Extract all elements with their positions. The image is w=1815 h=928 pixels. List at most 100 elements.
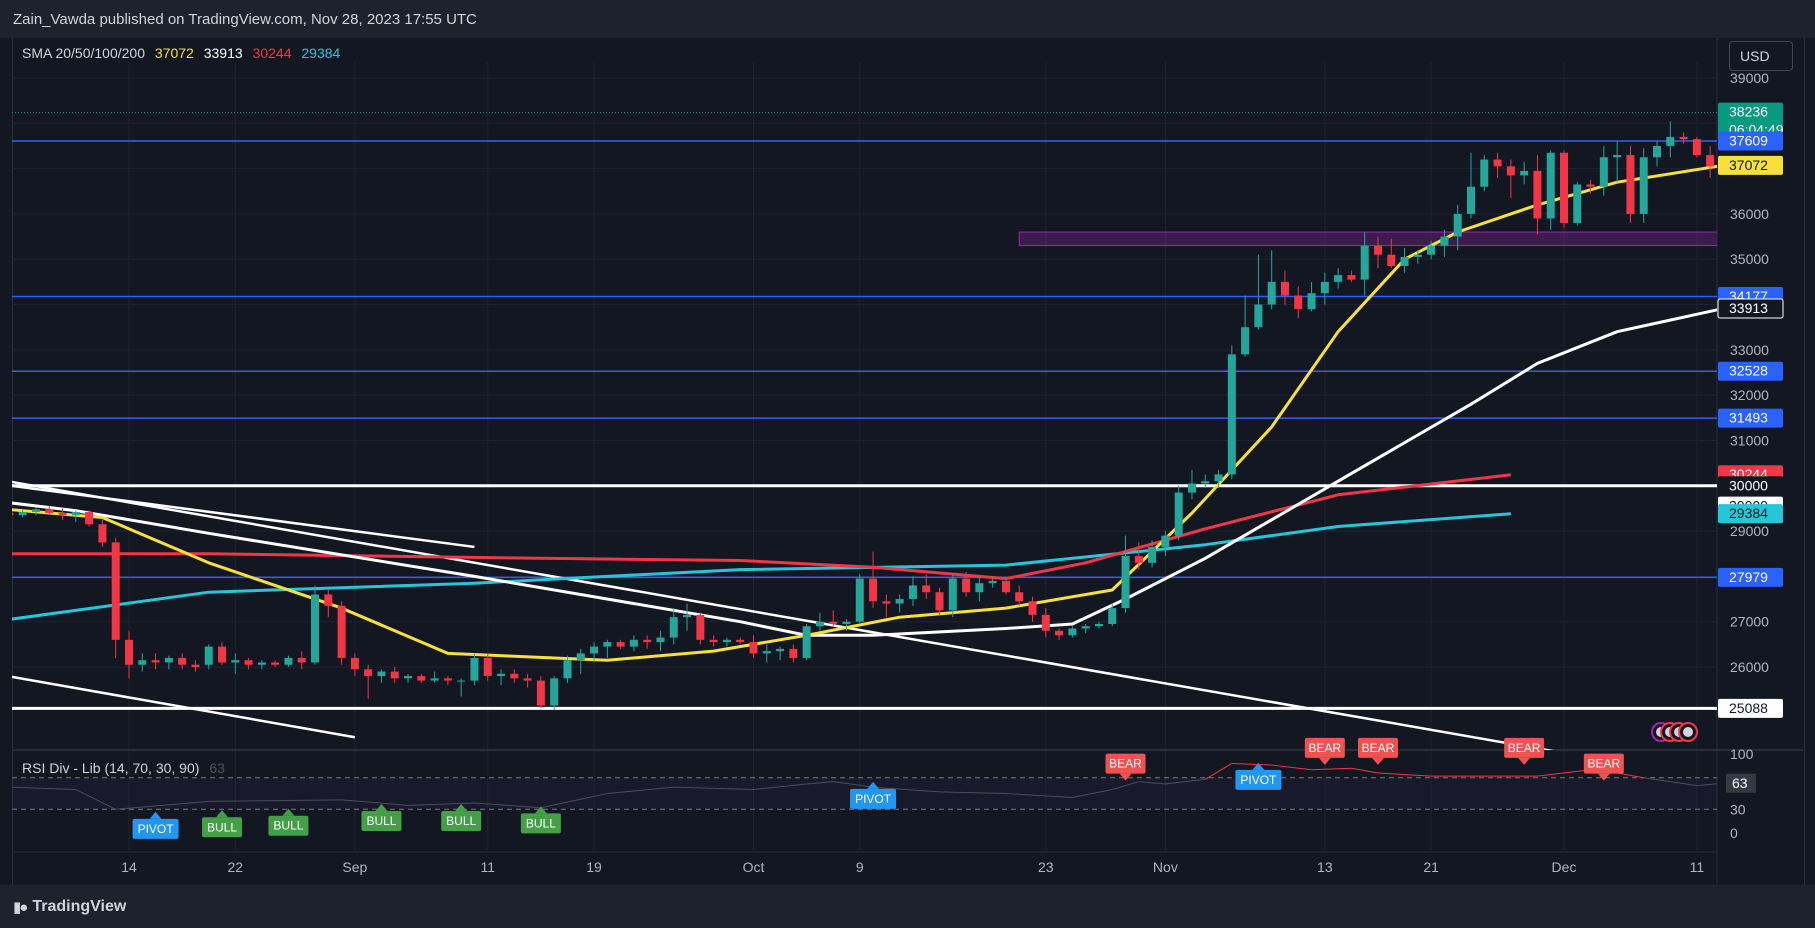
- candle-body: [311, 594, 320, 663]
- candle-body: [590, 646, 599, 654]
- time-tick-label: 22: [228, 859, 244, 875]
- candle-body: [1028, 601, 1037, 615]
- candle-body: [709, 639, 718, 643]
- price-tag-27979: [1718, 567, 1783, 587]
- rsi-legend[interactable]: RSI Div - Lib (14, 70, 30, 90) 63: [22, 760, 225, 776]
- rsi-tick-label: 30: [1730, 801, 1746, 817]
- signal-label-bear: [1583, 753, 1624, 774]
- signal-label-pivot: [1235, 769, 1282, 790]
- candle-body: [1015, 592, 1024, 602]
- candle-body: [935, 592, 944, 611]
- rsi-line-segment: [1005, 793, 1073, 798]
- candle-body: [151, 660, 160, 663]
- candle-body: [1267, 281, 1276, 305]
- candle-body: [669, 617, 678, 638]
- price-axis: 2600027000280002900030000310003200033000…: [1717, 70, 1784, 841]
- rsi-line-segment: [1696, 783, 1717, 787]
- candle-body: [922, 585, 931, 593]
- candle-body: [1148, 546, 1157, 563]
- rsi-line-segment: [1165, 778, 1206, 785]
- sma-legend[interactable]: SMA 20/50/100/200 37072 33913 30244 2938…: [22, 45, 346, 61]
- grid-lines: [12, 62, 1717, 850]
- rsi-current-tag: [1726, 773, 1756, 793]
- candle-body: [536, 680, 545, 706]
- candle-body: [271, 662, 280, 665]
- candle-body: [829, 621, 838, 624]
- trendline-2: [12, 484, 475, 549]
- price-tick-label: 32000: [1730, 387, 1769, 403]
- currency-button[interactable]: USD: [1729, 41, 1793, 71]
- price-tag-label: 30000: [1729, 477, 1768, 493]
- candle-body: [45, 509, 54, 513]
- signal-label-pivot: [132, 818, 179, 839]
- candle-body: [430, 678, 439, 681]
- signal-label-text: BEAR: [1308, 741, 1341, 755]
- price-tick-label: 31000: [1730, 432, 1769, 448]
- candle-body: [1599, 157, 1608, 187]
- candle-body: [1506, 166, 1515, 176]
- candle-body: [855, 578, 864, 622]
- candle-body: [483, 657, 492, 677]
- candle-body: [98, 524, 107, 543]
- candle-body: [1254, 304, 1263, 328]
- candle-body: [576, 653, 585, 661]
- rsi-line-segment: [939, 791, 1006, 794]
- price-tag-label: 29384: [1729, 505, 1768, 521]
- candle-body: [603, 642, 612, 647]
- price-tag-label: 37072: [1729, 157, 1768, 173]
- price-tag-label: 38236: [1729, 104, 1768, 120]
- candle-body: [377, 671, 386, 677]
- signal-label-bear: [1504, 737, 1545, 758]
- price-tick-label: 27000: [1730, 614, 1769, 630]
- candle-body: [71, 512, 80, 516]
- time-tick-label: 21: [1423, 859, 1439, 875]
- rsi-line-segment: [208, 799, 342, 802]
- rsi-line-segment: [1617, 772, 1644, 779]
- candle-body: [12, 512, 14, 516]
- rsi-line-segment: [75, 789, 116, 810]
- candle-body: [1201, 481, 1210, 484]
- sma20-value: 37072: [154, 45, 194, 61]
- price-tag-31493: [1718, 408, 1783, 428]
- price-tag-37609: [1718, 131, 1783, 151]
- candle-body: [1174, 492, 1183, 536]
- rsi-line-segment: [1138, 781, 1166, 785]
- candle-body: [802, 626, 811, 658]
- signal-label-bear: [1105, 753, 1146, 774]
- tradingview-logo[interactable]: ▮● TradingView: [13, 898, 126, 916]
- candle-body: [470, 657, 479, 681]
- time-axis: 14 22 Sep 11 19 Oct 9 23 Nov 13 21 Dec 11: [121, 859, 1704, 875]
- signal-label-bull: [268, 815, 309, 836]
- candle-body: [1001, 580, 1010, 593]
- rsi-line-segment: [1377, 772, 1432, 777]
- candle-body: [1413, 254, 1422, 257]
- rsi-legend-value: 63: [209, 760, 225, 776]
- signal-label-text: BULL: [273, 819, 303, 833]
- rsi-tick-label: 0: [1730, 825, 1738, 841]
- signal-label-text: BULL: [207, 820, 237, 834]
- price-tag-label: 33913: [1729, 300, 1768, 316]
- price-tag-label: 31493: [1729, 410, 1768, 426]
- candle-body: [1068, 628, 1077, 636]
- rsi-line-segment: [115, 800, 209, 810]
- candle-body: [1692, 139, 1701, 156]
- candle-body: [869, 578, 878, 602]
- rsi-line-segment: [607, 786, 674, 794]
- price-tick-label: 36000: [1730, 206, 1769, 222]
- rsi-line-segment: [673, 786, 754, 791]
- time-tick-label: 23: [1038, 859, 1054, 875]
- candle-body: [1214, 474, 1223, 482]
- price-tag-30000: [1718, 476, 1783, 496]
- candle-body: [962, 578, 971, 593]
- price-tick-label: 33000: [1730, 342, 1769, 358]
- candle-body: [457, 680, 466, 682]
- rsi-line-segment: [1537, 769, 1591, 777]
- resistance-zone: [1018, 231, 1717, 247]
- candle-body: [257, 662, 266, 665]
- rsi-signals: PIVOT BEAR PIVOT BEAR BEAR BEAR BEAR PIVOT BULL B…: [132, 737, 1624, 839]
- candle-body: [1227, 354, 1236, 475]
- candle-body: [762, 651, 771, 654]
- candle-body: [18, 512, 27, 516]
- signal-pointer: [1518, 757, 1531, 765]
